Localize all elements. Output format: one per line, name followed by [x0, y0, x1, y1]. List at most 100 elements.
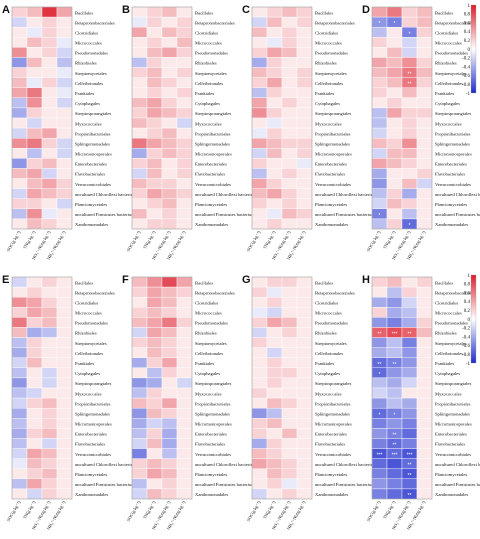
heatmap-cell — [131, 327, 148, 338]
row-label: Bacillales — [75, 280, 93, 285]
heatmap-cell — [251, 377, 268, 389]
heatmap-cell — [401, 208, 418, 220]
heatmap-cell — [56, 448, 73, 459]
heatmap-cell — [281, 448, 298, 459]
heatmap-cell — [266, 218, 283, 230]
heatmap-cell — [131, 337, 148, 348]
column-label: TN(g kg⁻¹) — [22, 230, 37, 250]
heatmap-cell — [11, 67, 28, 78]
heatmap-cell — [146, 418, 163, 429]
heatmap-cell — [251, 307, 268, 318]
heatmap-cell — [251, 286, 268, 298]
heatmap-cell — [251, 188, 268, 199]
heatmap-cell — [56, 407, 73, 419]
row-label: Micromonosporales — [75, 422, 112, 427]
heatmap-cell — [251, 478, 268, 490]
heatmap-cell — [56, 107, 73, 119]
heatmap-cell — [386, 158, 403, 169]
heatmap-cell — [401, 286, 418, 298]
heatmap-cell — [11, 286, 28, 298]
row-label: Micrococcales — [75, 41, 102, 46]
heatmap-cell — [176, 148, 193, 159]
heatmap-cell — [11, 478, 28, 490]
heatmap-cell — [146, 317, 163, 328]
heatmap-cell — [26, 137, 43, 149]
heatmap-cell — [56, 337, 73, 348]
heatmap-cell — [401, 337, 418, 348]
heatmap-cell — [371, 397, 388, 409]
significance-marker: ** — [408, 463, 412, 469]
heatmap-cell — [266, 327, 283, 338]
heatmap-cell — [296, 377, 313, 389]
heatmap-cell — [56, 276, 73, 288]
heatmap-cell — [401, 37, 418, 48]
heatmap-cell — [401, 97, 418, 109]
significance-marker: * — [394, 412, 396, 418]
row-label: Bacillales — [75, 10, 93, 15]
heatmap-cell — [131, 37, 148, 48]
heatmap-cell — [401, 347, 418, 358]
heatmap-panel-f: F Bacillales Betaproteobacteriales Clostrid… — [122, 274, 257, 531]
row-label: Pseudomonadales — [435, 321, 468, 326]
heatmap-cell — [146, 77, 163, 88]
heatmap-cell — [161, 397, 178, 409]
row-label: Micrococcales — [75, 311, 102, 316]
heatmap-cell — [386, 87, 403, 99]
heatmap-cell — [266, 137, 283, 149]
row-label: Enterobacteriales — [435, 432, 467, 437]
heatmap-cell — [56, 117, 73, 129]
heatmap-cell — [386, 67, 403, 78]
heatmap-cell — [296, 458, 313, 469]
heatmap-cell — [371, 418, 388, 429]
colorbar — [470, 4, 477, 94]
column-label: TN(g kg⁻¹) — [142, 230, 157, 250]
row-label: Frankiales — [195, 91, 214, 96]
heatmap-cell — [11, 37, 28, 48]
heatmap-cell — [41, 188, 58, 199]
heatmap-cell — [371, 347, 388, 358]
colorbar-tick-label: -1 — [466, 362, 471, 367]
heatmap-cell — [281, 327, 298, 338]
row-label: Enterobacteriales — [195, 432, 227, 437]
heatmap-cell — [176, 488, 193, 500]
row-label: Cytophagales — [435, 371, 460, 376]
row-label: Propionibacteriales — [315, 131, 351, 136]
heatmap-cell — [416, 448, 433, 459]
heatmap-cell — [401, 178, 418, 189]
heatmap-cell — [26, 117, 43, 129]
heatmap-cell — [266, 67, 283, 78]
row-label: Streptosporangiales — [195, 111, 231, 116]
heatmap-cell — [251, 276, 268, 288]
heatmap-cell — [41, 67, 58, 78]
heatmap-panel-d: D* ********BacillalesBetaproteobacteriale… — [362, 4, 480, 261]
colorbar — [470, 274, 477, 364]
row-label: Pseudomonadales — [435, 51, 468, 56]
heatmap-cell — [161, 478, 178, 490]
heatmap-cell — [371, 276, 388, 288]
heatmap-cell — [11, 117, 28, 129]
row-label: Betaproteobacteriales — [195, 290, 235, 295]
heatmap-cell — [296, 6, 313, 18]
heatmap-cell — [56, 148, 73, 159]
heatmap-cell — [11, 387, 28, 399]
heatmap-cell — [371, 317, 388, 328]
heatmap-panel-a: A Bacillales Betaproteobacteriales Clostrid… — [2, 4, 137, 261]
heatmap-cell — [176, 448, 193, 459]
row-label: Myxococcales — [435, 391, 462, 396]
heatmap-cell — [11, 407, 28, 419]
heatmap-cell — [131, 468, 148, 480]
heatmap-cell — [11, 276, 28, 288]
heatmap-cell — [401, 276, 418, 288]
row-label: Flavobacteriales — [315, 172, 345, 177]
heatmap-cell — [416, 337, 433, 348]
row-label: uncultured Firmicutes bacterium — [75, 482, 135, 487]
heatmap-cell — [386, 137, 403, 149]
heatmap-cell — [371, 107, 388, 119]
heatmap-cell — [41, 107, 58, 119]
grid-frame — [251, 276, 313, 500]
heatmap-cell — [386, 397, 403, 409]
heatmap-cell — [371, 127, 388, 139]
heatmap-cell — [131, 218, 148, 230]
row-label: Cytophagales — [195, 101, 220, 106]
